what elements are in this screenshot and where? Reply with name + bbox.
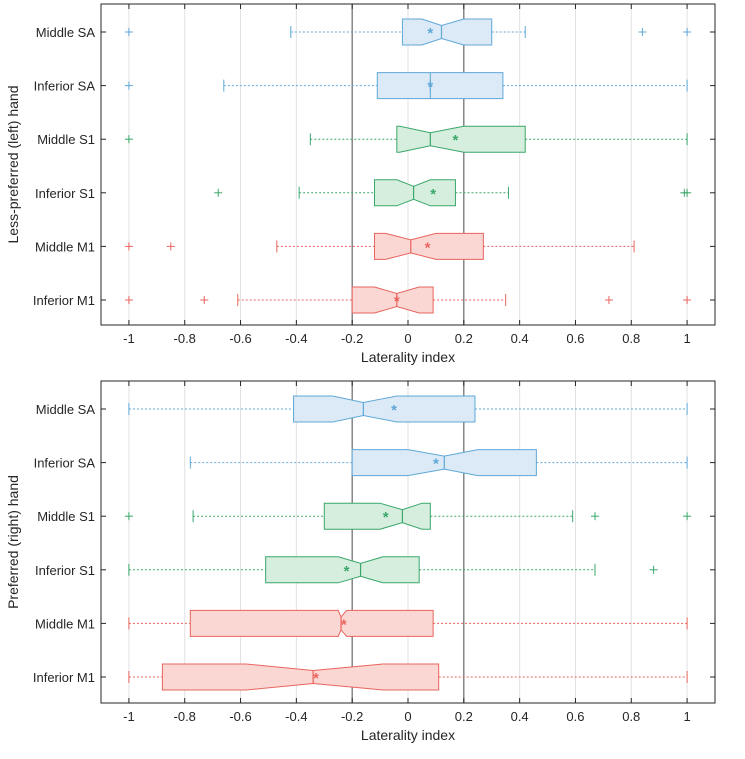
category-label: Inferior SA: [34, 456, 96, 471]
x-tick-label: -0.8: [174, 331, 196, 346]
mean-marker: *: [383, 509, 389, 526]
category-label: Inferior M1: [33, 670, 95, 685]
mean-marker: *: [425, 239, 431, 256]
notched-box: [265, 556, 420, 584]
notched-box: [189, 609, 434, 637]
x-tick-label: 0.2: [455, 709, 473, 724]
notched-box: [161, 663, 440, 691]
outlier-marker: [649, 565, 658, 574]
x-tick-label: 0.4: [511, 331, 529, 346]
outlier-marker: [638, 28, 647, 36]
x-tick-label: 0.2: [455, 331, 473, 346]
x-tick-label: 0.8: [622, 709, 640, 724]
outlier-marker: [200, 296, 209, 304]
notched-box: [323, 502, 431, 530]
mean-marker: *: [344, 563, 350, 580]
x-tick-label: -0.6: [229, 331, 251, 346]
x-tick-label: 0.6: [566, 331, 584, 346]
x-tick-label: -0.6: [229, 709, 251, 724]
notched-box: [396, 125, 526, 153]
box-inferior-s1: *: [128, 556, 658, 584]
mean-marker: *: [453, 132, 459, 149]
x-tick-label: 0.8: [622, 331, 640, 346]
notched-box: [401, 18, 493, 46]
mean-marker: *: [433, 456, 439, 473]
outlier-marker: [604, 296, 613, 304]
y-axis-label: Preferred (right) hand: [5, 475, 21, 609]
category-label: Middle SA: [36, 25, 96, 40]
category-label: Middle SA: [36, 402, 96, 417]
x-tick-label: -1: [123, 331, 135, 346]
mean-marker: *: [313, 670, 319, 687]
x-tick-label: 1: [683, 331, 690, 346]
category-label: Middle M1: [35, 616, 95, 631]
outlier-marker: [124, 242, 133, 251]
x-tick-label: -0.2: [341, 331, 363, 346]
box-middle-sa: *: [124, 18, 692, 46]
notched-box: [351, 286, 434, 314]
x-tick-label: -0.4: [285, 331, 307, 346]
mean-marker: *: [394, 293, 400, 310]
category-label: Inferior S1: [35, 186, 95, 201]
category-label: Middle S1: [37, 132, 95, 147]
notched-box: [293, 395, 476, 423]
category-label: Middle M1: [35, 239, 95, 254]
category-label: Inferior M1: [33, 293, 95, 308]
panel-2: * * * * * * -1 -0.8 -0.6 -0.4 -0.2 0 0.2 0.4 0.6 0.8 1 Mi…: [5, 380, 716, 743]
box-inferior-s1: *: [214, 179, 692, 207]
x-tick-label: 0: [404, 709, 411, 724]
x-tick-label: -0.8: [174, 709, 196, 724]
mean-marker: *: [427, 25, 433, 42]
category-label: Middle S1: [37, 509, 95, 524]
notched-box: [374, 179, 456, 207]
box-middle-s1: *: [124, 502, 692, 530]
box-middle-m1: *: [124, 232, 635, 260]
x-tick-label: 0.6: [566, 709, 584, 724]
box-middle-m1: *: [128, 609, 688, 637]
x-tick-label: 0.4: [511, 709, 529, 724]
box-middle-s1: *: [124, 125, 688, 153]
outlier-marker: [214, 188, 223, 197]
mean-marker: *: [391, 402, 397, 419]
x-tick-label: 1: [683, 709, 690, 724]
panel-1: * * * * * * -1 -0.8 -0.6 -0.4 -0.2 0 0.2 0.4 0.6 0.8 1 Mi…: [5, 3, 716, 365]
box-inferior-m1: *: [128, 663, 688, 691]
outlier-marker: [166, 242, 175, 251]
box-inferior-sa: *: [124, 72, 688, 100]
notched-box: [376, 72, 504, 100]
x-axis-label: Laterality index: [361, 727, 455, 743]
mean-marker: *: [430, 186, 436, 203]
outlier-marker: [683, 296, 692, 304]
outlier-marker: [683, 188, 692, 197]
y-axis-label: Less-preferred (left) hand: [5, 86, 21, 244]
category-label: Inferior S1: [35, 563, 95, 578]
outlier-marker: [683, 28, 692, 36]
outlier-marker: [124, 81, 133, 90]
notched-box: [374, 232, 484, 260]
outlier-marker: [683, 512, 692, 521]
x-tick-label: -1: [123, 709, 135, 724]
outlier-marker: [124, 512, 133, 521]
outlier-marker: [124, 135, 133, 144]
x-tick-label: -0.2: [341, 709, 363, 724]
box-inferior-m1: *: [124, 286, 692, 314]
x-axis-label: Laterality index: [361, 349, 455, 365]
box-middle-sa: *: [128, 395, 688, 423]
mean-marker: *: [427, 79, 433, 96]
outlier-marker: [590, 512, 599, 521]
box-inferior-sa: *: [189, 449, 688, 477]
x-tick-label: 0: [404, 331, 411, 346]
category-label: Inferior SA: [34, 79, 96, 94]
x-tick-label: -0.4: [285, 709, 307, 724]
mean-marker: *: [341, 616, 347, 633]
outlier-marker: [124, 296, 133, 304]
outlier-marker: [124, 28, 133, 36]
